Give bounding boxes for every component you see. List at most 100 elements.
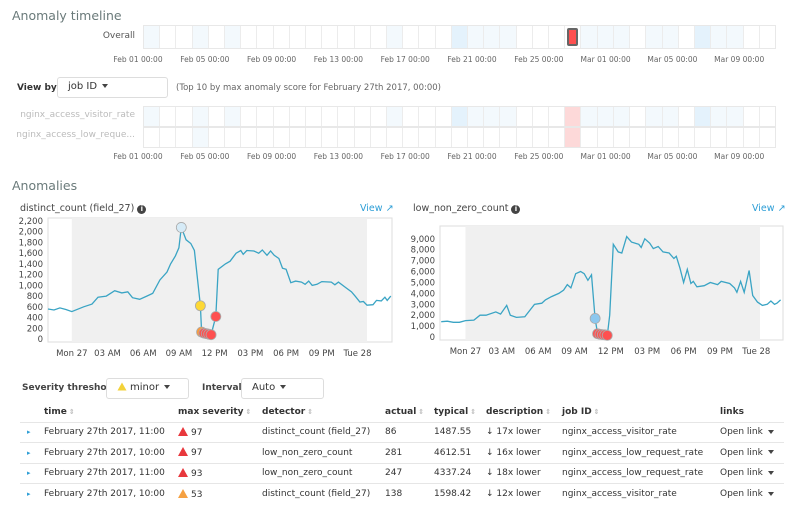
swimlane-cell[interactable] <box>354 128 371 147</box>
column-header-detector[interactable]: detector ⇕ <box>262 406 314 417</box>
swimlane-cell[interactable] <box>468 128 485 147</box>
swimlane-cell[interactable] <box>273 107 290 126</box>
swimlane-cell[interactable] <box>662 26 679 48</box>
swimlane-cell[interactable] <box>694 26 712 48</box>
swimlane-cell[interactable] <box>176 26 193 48</box>
swimlane-cell[interactable] <box>597 107 614 126</box>
swimlane-cell[interactable] <box>678 26 695 48</box>
swimlane-cell[interactable] <box>208 128 226 147</box>
table-row[interactable]: ▸ February 27th 2017, 10:00 97 low_non_z… <box>20 442 784 463</box>
swimlane-cell[interactable] <box>532 128 550 147</box>
swimlane-cell[interactable] <box>711 128 728 147</box>
severity-threshold-select[interactable]: minor <box>106 378 189 399</box>
swimlane-cell[interactable] <box>662 107 679 126</box>
swimlane-cell[interactable] <box>451 128 469 147</box>
swimlane-cell[interactable] <box>403 26 420 48</box>
swimlane-row[interactable] <box>143 106 776 127</box>
swimlane-cell[interactable] <box>273 26 290 48</box>
swimlane-cell[interactable] <box>192 128 209 147</box>
swimlane-cell[interactable] <box>387 128 404 147</box>
swimlane-cell[interactable] <box>727 26 744 48</box>
swimlane-cell[interactable] <box>678 107 695 126</box>
swimlane-cell[interactable] <box>192 26 209 48</box>
swimlane-cell[interactable] <box>484 128 501 147</box>
swimlane-cell[interactable] <box>322 128 339 147</box>
swimlane-cell[interactable] <box>727 128 744 147</box>
swimlane-cell[interactable] <box>176 128 193 147</box>
swimlane-cell[interactable] <box>646 26 663 48</box>
swimlane-cell[interactable] <box>225 128 242 147</box>
swimlane-cell[interactable] <box>743 107 760 126</box>
column-header-typical[interactable]: typical ⇕ <box>434 406 477 417</box>
swimlane-cell[interactable] <box>516 26 533 48</box>
table-row[interactable]: ▸ February 27th 2017, 10:00 53 distinct_… <box>20 483 784 504</box>
swimlane-cell[interactable] <box>500 128 517 147</box>
column-header-description[interactable]: description ⇕ <box>486 406 552 417</box>
swimlane-cell[interactable] <box>144 107 161 126</box>
swimlane-cell[interactable] <box>451 26 469 48</box>
swimlane-cell[interactable] <box>581 128 598 147</box>
swimlane-cell[interactable] <box>565 107 582 126</box>
swimlane-cell[interactable] <box>306 107 323 126</box>
swimlane-cell[interactable] <box>289 128 307 147</box>
swimlane-cell[interactable] <box>160 107 177 126</box>
swimlane-cell[interactable] <box>597 26 614 48</box>
swimlane-cell[interactable] <box>403 128 420 147</box>
swimlane-cell[interactable] <box>306 128 323 147</box>
swimlane-cell[interactable] <box>354 107 371 126</box>
swimlane-cell[interactable] <box>613 128 631 147</box>
view-link[interactable]: View ↗ <box>752 203 786 214</box>
swimlane-cell[interactable] <box>322 26 339 48</box>
swimlane-cell[interactable] <box>500 107 517 126</box>
swimlane-cell[interactable] <box>241 128 258 147</box>
swimlane-cell[interactable] <box>500 26 517 48</box>
selected-anomaly-cell[interactable] <box>567 28 579 46</box>
swimlane-cell[interactable] <box>144 128 161 147</box>
swimlane-cell[interactable] <box>419 107 436 126</box>
open-link-dropdown[interactable]: Open link <box>720 483 784 504</box>
swimlane-cell[interactable] <box>370 26 388 48</box>
swimlane-cell[interactable] <box>468 26 485 48</box>
expand-row-icon[interactable]: ▸ <box>27 490 31 498</box>
open-link-dropdown[interactable]: Open link <box>720 442 784 463</box>
expand-row-icon[interactable]: ▸ <box>27 428 31 437</box>
swimlane-cell[interactable] <box>419 26 436 48</box>
swimlane-cell[interactable] <box>354 26 371 48</box>
swimlane-cell[interactable] <box>225 26 242 48</box>
table-row[interactable]: ▸ February 27th 2017, 11:00 97 distinct_… <box>20 421 784 443</box>
view-link[interactable]: View ↗ <box>360 203 394 214</box>
open-link-dropdown[interactable]: Open link <box>720 462 784 484</box>
swimlane-cell[interactable] <box>711 107 728 126</box>
swimlane-cell[interactable] <box>759 128 775 147</box>
swimlane-cell[interactable] <box>435 107 452 126</box>
swimlane-cell[interactable] <box>160 26 177 48</box>
swimlane-cell[interactable] <box>549 26 566 48</box>
expand-row-icon[interactable]: ▸ <box>27 469 31 478</box>
swimlane-cell[interactable] <box>257 26 274 48</box>
swimlane-row[interactable] <box>143 127 776 148</box>
swimlane-cell[interactable] <box>241 107 258 126</box>
column-header-actual[interactable]: actual ⇕ <box>385 406 425 417</box>
swimlane-cell[interactable] <box>435 26 452 48</box>
swimlane-cell[interactable] <box>435 128 452 147</box>
swimlane-cell[interactable] <box>192 107 209 126</box>
swimlane-cell[interactable] <box>451 107 469 126</box>
swimlane-cell[interactable] <box>581 107 598 126</box>
swimlane-cell[interactable] <box>144 26 161 48</box>
table-row[interactable]: ▸ February 27th 2017, 11:00 93 low_non_z… <box>20 462 784 484</box>
swimlane-cell[interactable] <box>532 26 550 48</box>
swimlane-cell[interactable] <box>549 128 566 147</box>
swimlane-cell[interactable] <box>630 107 647 126</box>
swimlane-cell[interactable] <box>225 107 242 126</box>
swimlane-cell[interactable] <box>678 128 695 147</box>
swimlane-cell[interactable] <box>581 26 598 48</box>
swimlane-cell[interactable] <box>759 107 775 126</box>
overall-swimlane[interactable] <box>143 25 776 49</box>
swimlane-cell[interactable] <box>646 107 663 126</box>
column-header-job-id[interactable]: job ID ⇕ <box>562 406 600 417</box>
swimlane-cell[interactable] <box>743 26 760 48</box>
swimlane-cell[interactable] <box>273 128 290 147</box>
swimlane-cell[interactable] <box>711 26 728 48</box>
info-icon[interactable]: i <box>137 205 147 214</box>
swimlane-cell[interactable] <box>694 107 712 126</box>
